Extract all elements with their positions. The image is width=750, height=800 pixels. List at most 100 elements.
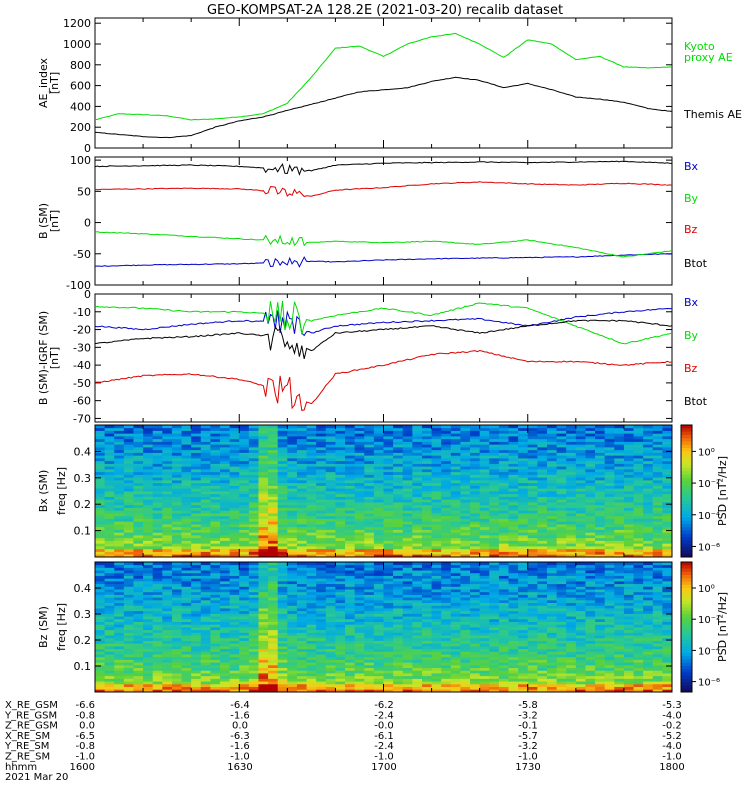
spectrogram-cell [268, 627, 279, 631]
spectrogram-cell [296, 477, 307, 481]
spectrogram-cell [345, 540, 356, 544]
spectrogram-cell [143, 637, 154, 641]
spectrogram-cell [508, 507, 519, 511]
spectrogram-cell [556, 477, 567, 481]
spectrogram-cell [575, 526, 586, 530]
spectrogram-cell [143, 675, 154, 679]
spectrogram-cell [239, 686, 250, 690]
spectrogram-cell [537, 425, 548, 429]
spectrogram-cell [623, 480, 634, 484]
spectrogram-cell [200, 635, 211, 639]
spectrogram-cell [460, 537, 471, 541]
spectrogram-cell [633, 430, 644, 434]
spectrogram-cell [191, 670, 202, 674]
spectrogram-cell [210, 629, 221, 633]
spectrogram-cell [566, 537, 577, 541]
spectrogram-cell [210, 513, 221, 517]
spectrogram-cell [220, 521, 231, 525]
plot-frame [94, 293, 673, 423]
spectrogram-cell [114, 562, 125, 566]
spectrogram-cell [354, 532, 365, 536]
spectrogram-cell [335, 670, 346, 674]
spectrogram-cell [412, 681, 423, 685]
spectrogram-cell [383, 524, 394, 528]
spectrogram-cell [191, 562, 202, 566]
spectrogram-cell [431, 499, 442, 503]
spectrogram-cell [181, 441, 192, 445]
spectrogram-cell [518, 427, 529, 431]
spectrogram-cell [239, 502, 250, 506]
spectrogram-cell [171, 670, 182, 674]
spectrogram-cell [152, 433, 163, 437]
spectrogram-cell [614, 482, 625, 486]
spectrogram-cell [575, 482, 586, 486]
spectrogram-cell [104, 477, 115, 481]
spectrogram-cell [518, 430, 529, 434]
spectrogram-cell [470, 455, 481, 459]
spectrogram-cell [508, 504, 519, 508]
spectrogram-cell [364, 610, 375, 614]
spectrogram-cell [325, 586, 336, 590]
spectrogram-cell [431, 460, 442, 464]
spectrogram-cell [114, 610, 125, 614]
spectrogram-cell [133, 640, 144, 644]
spectrogram-cell [200, 515, 211, 519]
spectrogram-cell [479, 452, 490, 456]
spectrogram-cell [220, 627, 231, 631]
spectrogram-cell [229, 627, 240, 631]
spectrogram-cell [556, 507, 567, 511]
spectrogram-cell [114, 608, 125, 612]
spectrogram-cell [114, 670, 125, 674]
spectrogram-cell [171, 567, 182, 571]
spectrogram-cell [229, 608, 240, 612]
spectrogram-cell [450, 529, 461, 533]
spectrogram-cell [335, 686, 346, 690]
spectrogram-cell [643, 507, 654, 511]
spectrogram-cell [623, 502, 634, 506]
spectrogram-cell [181, 452, 192, 456]
spectrogram-cell [162, 567, 173, 571]
spectrogram-cell [345, 575, 356, 579]
spectrogram-cell [114, 548, 125, 552]
spectrogram-cell [287, 463, 298, 467]
spectrogram-cell [325, 667, 336, 671]
spectrogram-cell [450, 640, 461, 644]
spectrogram-cell [373, 469, 384, 473]
spectrogram-cell [412, 589, 423, 593]
spectrogram-cell [143, 430, 154, 434]
spectrogram-cell [441, 670, 452, 674]
spectrogram-cell [498, 554, 509, 558]
spectrogram-cell [566, 477, 577, 481]
spectrogram-cell [95, 425, 106, 429]
spectrogram-cell [258, 518, 269, 522]
spectrogram-cell [345, 599, 356, 604]
spectrogram-cell [306, 572, 317, 576]
spectrogram-cell [421, 441, 432, 445]
spectrogram-cell [268, 507, 279, 511]
spectrogram-cell [412, 425, 423, 429]
spectrogram-cell [527, 471, 538, 475]
spectrogram-cell [296, 648, 307, 652]
spectrogram-cell [383, 430, 394, 434]
spectrogram-cell [546, 518, 557, 522]
spectrogram-cell [191, 469, 202, 473]
spectrogram-cell [604, 532, 615, 536]
spectrogram-cell [191, 589, 202, 593]
spectrogram-cell [200, 526, 211, 530]
spectrogram-cell [479, 463, 490, 467]
spectrogram-cell [143, 605, 154, 609]
spectrogram-cell [402, 499, 413, 503]
spectrogram-cell [239, 463, 250, 467]
spectrogram-cell [450, 635, 461, 639]
spectrogram-cell [162, 667, 173, 671]
spectrogram-cell [441, 648, 452, 652]
spectrogram-cell [143, 586, 154, 590]
spectrogram-cell [325, 474, 336, 478]
spectrogram-cell [556, 515, 567, 519]
spectrogram-cell [450, 504, 461, 508]
spectrogram-cell [171, 537, 182, 541]
spectrogram-cell [277, 651, 288, 655]
spectrogram-cell [431, 466, 442, 470]
spectrogram-cell [431, 664, 442, 669]
spectrogram-cell [643, 510, 654, 514]
